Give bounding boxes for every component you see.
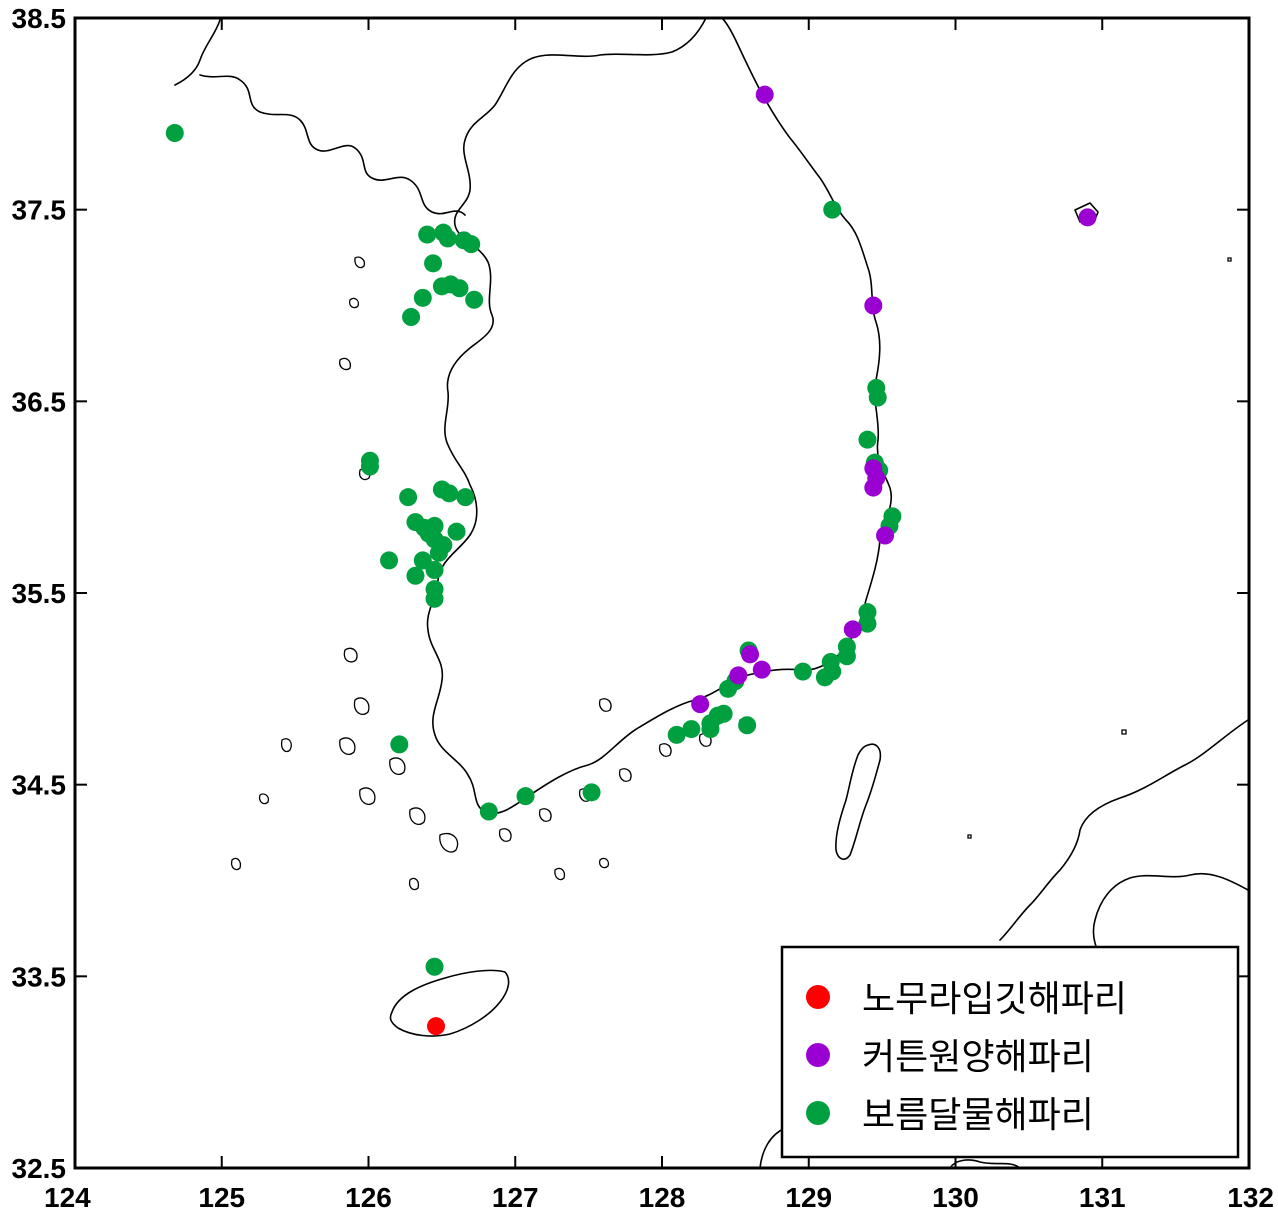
marker-moon-28 <box>516 787 535 806</box>
legend-label-curtain: 커튼원양해파리 <box>862 1037 1094 1078</box>
marker-moon-43 <box>402 308 421 326</box>
marker-moon-27 <box>582 783 601 802</box>
marker-moon-25 <box>667 725 686 744</box>
marker-curtain-9 <box>752 660 771 679</box>
marker-moon-60 <box>406 566 425 585</box>
legend-label-nomura: 노무라입깃해파리 <box>862 979 1127 1020</box>
legend-swatch-moon <box>806 1101 830 1125</box>
y-tick-label-6: 38.5 <box>12 3 67 34</box>
marker-moon-4 <box>858 430 877 449</box>
x-tick-label-2: 126 <box>345 1182 392 1213</box>
x-tick-label-0: 124 <box>44 1182 91 1213</box>
x-tick-label-1: 125 <box>198 1182 245 1213</box>
x-tick-label-4: 128 <box>639 1182 686 1213</box>
marker-moon-61 <box>425 561 444 579</box>
legend-box <box>780 945 1240 1159</box>
marker-moon-23 <box>701 720 720 739</box>
marker-moon-45 <box>360 457 379 476</box>
x-tick-label-3: 127 <box>492 1182 539 1213</box>
marker-moon-31 <box>425 957 444 976</box>
y-tick-label-1: 33.5 <box>12 961 67 992</box>
marker-moon-3 <box>868 388 887 407</box>
legend-swatch-nomura <box>806 985 830 1009</box>
marker-moon-34 <box>438 229 457 248</box>
marker-moon-10 <box>858 614 877 633</box>
marker-curtain-1 <box>1078 208 1097 227</box>
y-tick-label-4: 36.5 <box>12 386 67 417</box>
japan-coastline <box>999 719 1249 941</box>
y-tick-label-0: 32.5 <box>12 1153 67 1184</box>
y-tick-label-5: 37.5 <box>12 195 67 226</box>
marker-moon-63 <box>425 589 444 608</box>
marker-moon-19 <box>719 679 738 698</box>
marker-curtain-0 <box>755 85 774 104</box>
marker-moon-49 <box>399 488 418 507</box>
marker-moon-57 <box>429 543 448 562</box>
y-tick-label-3: 35.5 <box>12 578 67 609</box>
observation-markers <box>165 85 1097 1036</box>
marker-moon-29 <box>479 802 498 821</box>
legend-swatch-curtain <box>806 1043 830 1067</box>
marker-moon-30 <box>390 735 409 754</box>
marker-curtain-10 <box>729 666 748 685</box>
marker-nomura-0 <box>427 1017 446 1036</box>
x-axis-tick-labels: 124 125 126 127 128 129 130 131 132 <box>44 1182 1274 1213</box>
y-tick-label-2: 34.5 <box>12 770 67 801</box>
marker-moon-41 <box>465 290 484 309</box>
y-axis-tick-labels: 32.5 33.5 34.5 35.5 36.5 37.5 38.5 <box>12 3 67 1184</box>
jeju-island-coastline <box>389 969 510 1037</box>
tsushima-coastline <box>835 743 882 860</box>
kyushu-coastline <box>1092 872 1249 966</box>
marker-curtain-11 <box>691 695 710 714</box>
marker-moon-0 <box>165 124 184 142</box>
marker-moon-42 <box>413 288 432 307</box>
northwest-coastline <box>174 19 466 216</box>
west-coast-islands <box>167 125 459 891</box>
marker-moon-48 <box>456 488 475 507</box>
marker-moon-12 <box>837 647 856 666</box>
legend: 노무라입깃해파리 커튼원양해파리 보름달물해파리 <box>780 945 1240 1159</box>
axis-ticks <box>74 17 1250 1169</box>
dokdo-mark <box>1227 257 1232 262</box>
marker-curtain-7 <box>843 620 862 639</box>
marker-curtain-5 <box>864 478 883 497</box>
marker-moon-24 <box>682 720 701 739</box>
marker-moon-37 <box>424 254 443 273</box>
marker-moon-58 <box>380 551 399 570</box>
x-tick-label-7: 131 <box>1079 1182 1126 1213</box>
x-tick-label-5: 129 <box>785 1182 832 1213</box>
marker-moon-15 <box>815 668 834 687</box>
marker-moon-40 <box>450 279 469 298</box>
marker-moon-1 <box>823 200 842 219</box>
marker-moon-36 <box>462 235 481 254</box>
marker-moon-55 <box>447 522 466 541</box>
marker-curtain-2 <box>864 296 883 315</box>
offshore-mark-2 <box>1121 729 1127 735</box>
marker-moon-26 <box>738 716 757 735</box>
marker-moon-47 <box>440 484 459 503</box>
offshore-mark <box>967 834 972 839</box>
marker-curtain-8 <box>741 645 760 664</box>
legend-label-moon: 보름달물해파리 <box>862 1095 1094 1136</box>
marker-curtain-6 <box>876 526 895 545</box>
x-tick-label-6: 130 <box>932 1182 979 1213</box>
x-tick-label-8: 132 <box>1227 1182 1274 1213</box>
marker-moon-16 <box>793 662 812 681</box>
korean-peninsula-coastline <box>426 17 892 815</box>
marker-moon-32 <box>418 225 437 244</box>
